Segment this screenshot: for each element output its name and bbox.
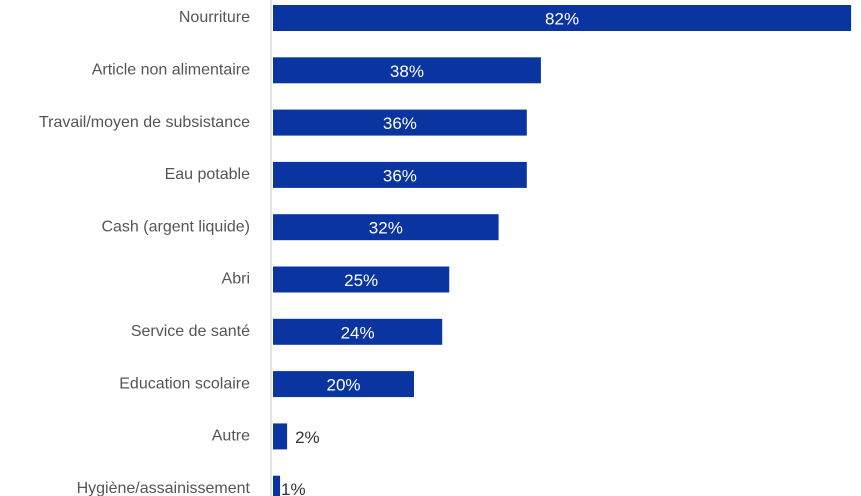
data-label: 32% bbox=[369, 219, 403, 238]
bars bbox=[273, 5, 852, 496]
bar bbox=[273, 214, 499, 241]
data-label: 82% bbox=[545, 9, 579, 28]
bar bbox=[273, 371, 414, 398]
value-labels: 82% 38% 36% 36% 32% 25% 24% 20% 2% 1% bbox=[281, 9, 579, 496]
category-label: Article non alimentaire bbox=[92, 62, 250, 79]
data-label: 1% bbox=[281, 480, 306, 496]
bar bbox=[273, 475, 281, 496]
bar bbox=[273, 318, 443, 345]
category-label: Nourriture bbox=[179, 9, 250, 26]
bar bbox=[273, 109, 527, 136]
bar bbox=[273, 266, 450, 293]
category-label: Education scolaire bbox=[119, 375, 250, 392]
category-label: Service de santé bbox=[131, 323, 250, 340]
data-label: 20% bbox=[326, 376, 360, 395]
bar bbox=[273, 423, 288, 450]
category-label: Autre bbox=[212, 428, 250, 445]
bar bbox=[273, 57, 541, 84]
data-label: 38% bbox=[390, 62, 424, 81]
category-label: Cash (argent liquide) bbox=[101, 218, 250, 235]
category-label: Travail/moyen de subsistance bbox=[39, 114, 250, 131]
data-label: 24% bbox=[341, 323, 375, 342]
data-label: 36% bbox=[383, 114, 417, 133]
data-label: 2% bbox=[295, 428, 320, 447]
data-label: 25% bbox=[344, 271, 378, 290]
bar bbox=[273, 161, 527, 188]
category-labels: Nourriture Article non alimentaire Travail… bbox=[39, 9, 251, 496]
bar bbox=[273, 5, 852, 31]
category-label: Abri bbox=[222, 271, 250, 288]
category-label: Eau potable bbox=[165, 166, 251, 183]
data-label: 36% bbox=[383, 166, 417, 185]
category-label: Hygiène/assainissement bbox=[77, 480, 251, 496]
